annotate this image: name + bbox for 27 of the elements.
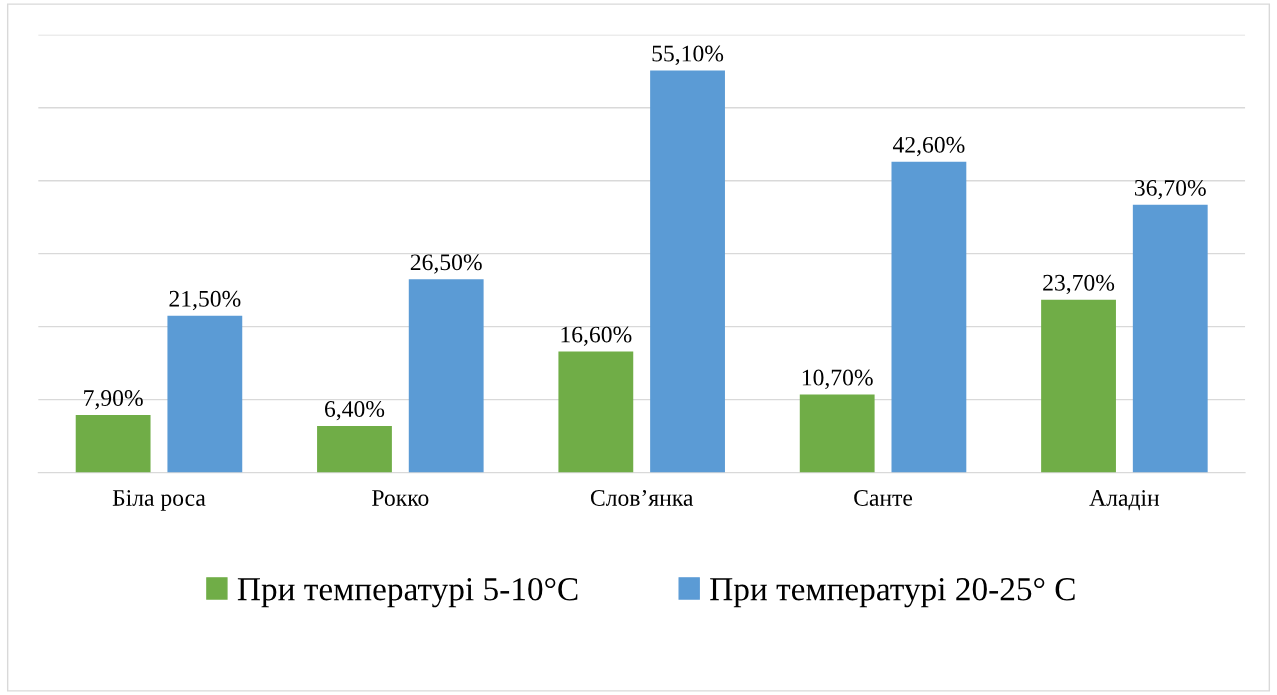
x-tick-label: Аладін bbox=[1089, 490, 1160, 511]
data-label: 23,70% bbox=[1043, 274, 1115, 295]
data-label: 16,60% bbox=[561, 326, 632, 346]
bar bbox=[1132, 204, 1208, 473]
bar bbox=[408, 279, 484, 473]
data-label: 55,10% bbox=[652, 45, 724, 65]
data-label: 26,50% bbox=[410, 254, 482, 274]
x-tick-label: Біла роса bbox=[112, 490, 206, 511]
bar bbox=[167, 315, 243, 473]
bar bbox=[891, 161, 967, 473]
data-label: 21,50% bbox=[169, 290, 241, 311]
bar bbox=[799, 394, 875, 473]
bar bbox=[1041, 299, 1116, 473]
legend-label: При температурі 5-10°C bbox=[237, 578, 578, 608]
bar bbox=[317, 425, 392, 473]
x-tick-label: Рокко bbox=[372, 490, 429, 506]
x-tick-label: Слов’янка bbox=[590, 489, 694, 506]
data-label: 36,70% bbox=[1134, 179, 1206, 200]
data-label: 42,60% bbox=[892, 136, 965, 157]
x-tick-label: Санте bbox=[854, 490, 913, 506]
data-label: 6,40% bbox=[325, 401, 385, 421]
bar bbox=[558, 351, 634, 473]
bar bbox=[75, 414, 151, 473]
data-label: 10,70% bbox=[802, 369, 873, 389]
bar bbox=[650, 70, 725, 473]
data-label: 7,90% bbox=[84, 390, 143, 410]
legend-label: При температурі 20-25° C bbox=[710, 578, 1075, 608]
